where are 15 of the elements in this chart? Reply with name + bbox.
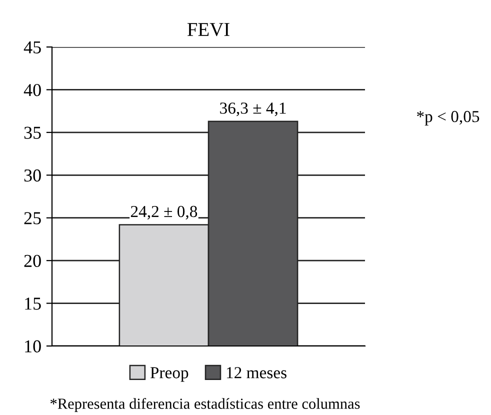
data-label: 24,2 ± 0,8: [130, 206, 198, 220]
chart-title: FEVI: [187, 23, 230, 36]
y-tick-label: 20: [24, 254, 41, 268]
data-label: 36,3 ± 4,1: [220, 102, 286, 116]
y-tick-label: 30: [24, 169, 41, 182]
legend-label: Preop: [150, 367, 188, 382]
y-tick-label: 25: [24, 212, 41, 224]
y-tick-label: 10: [25, 340, 41, 352]
legend-label: 12 meses: [226, 367, 286, 378]
text: *Representa diferencia estadísticas entre columnas: [50, 398, 360, 412]
y-tick-label: 35: [24, 126, 41, 139]
y-tick-label: 40: [24, 84, 41, 96]
y-tick-label: 45: [24, 41, 41, 54]
y-tick-label: 15: [25, 298, 41, 310]
text: *p < 0,05: [417, 110, 480, 126]
